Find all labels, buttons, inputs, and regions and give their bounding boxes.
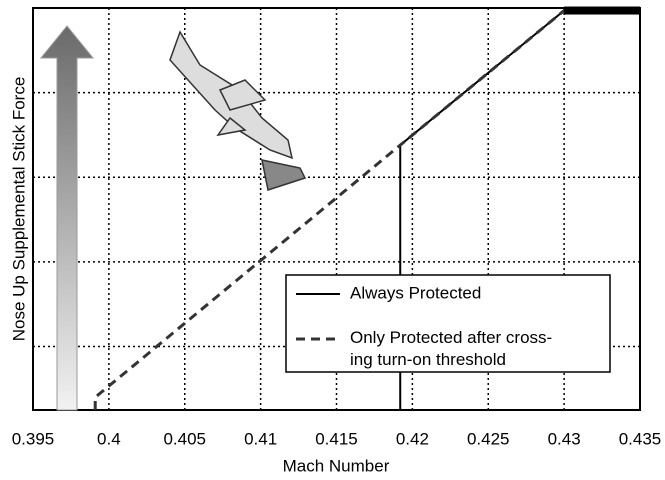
- x-tick-label: 0.42: [396, 429, 429, 448]
- x-tick-label: 0.415: [315, 429, 358, 448]
- top-plateau: [564, 6, 640, 15]
- legend-box: [285, 274, 611, 373]
- y-axis-label: Nose Up Supplemental Stick Force: [9, 77, 28, 342]
- legend-label: Only Protected after cross-ing turn-on t…: [350, 328, 552, 369]
- x-tick-label: 0.425: [467, 429, 510, 448]
- x-axis-label: Mach Number: [283, 456, 390, 475]
- x-tick-label: 0.4: [97, 429, 121, 448]
- legend-label: Always Protected: [350, 283, 481, 302]
- x-tick-label: 0.405: [163, 429, 206, 448]
- x-tick-label: 0.43: [548, 429, 581, 448]
- x-tick-label: 0.395: [12, 429, 55, 448]
- x-tick-label: 0.435: [619, 429, 662, 448]
- legend: Always Protected Only Protected after cro…: [285, 274, 611, 373]
- force-arrow: [39, 25, 95, 411]
- x-tick-label: 0.41: [244, 429, 277, 448]
- airplane-illustration: [169, 30, 307, 191]
